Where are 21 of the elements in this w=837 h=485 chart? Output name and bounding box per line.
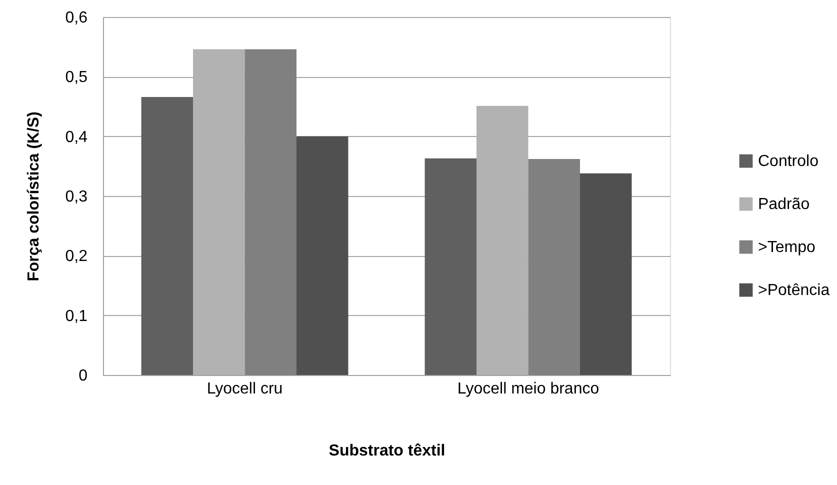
x-axis-title: Substrato têxtil <box>328 442 446 460</box>
y-tick-label: 0,1 <box>65 308 88 325</box>
bar <box>424 158 477 375</box>
legend-label: Controlo <box>758 153 819 170</box>
y-tick-label: 0,5 <box>65 69 88 86</box>
bar <box>528 159 580 375</box>
legend-label: Padrão <box>758 196 810 214</box>
bar <box>296 136 348 375</box>
bar <box>580 173 632 375</box>
y-axis-title: Força colorística (K/S) <box>25 112 42 282</box>
y-tick-label: 0,2 <box>65 248 88 266</box>
bar <box>141 96 194 375</box>
legend-label: >Potência <box>758 282 830 300</box>
y-tick-label: 0,3 <box>65 188 88 206</box>
y-tick-label: 0 <box>78 368 88 384</box>
y-tick-label: 0,4 <box>65 128 88 146</box>
x-tick-label: Lyocell meio branco <box>457 380 600 398</box>
legend-label: >Tempo <box>758 239 816 256</box>
bar <box>244 49 296 375</box>
y-tick-label: 0,6 <box>65 10 88 26</box>
x-tick-label: Lyocell cru <box>206 380 283 398</box>
